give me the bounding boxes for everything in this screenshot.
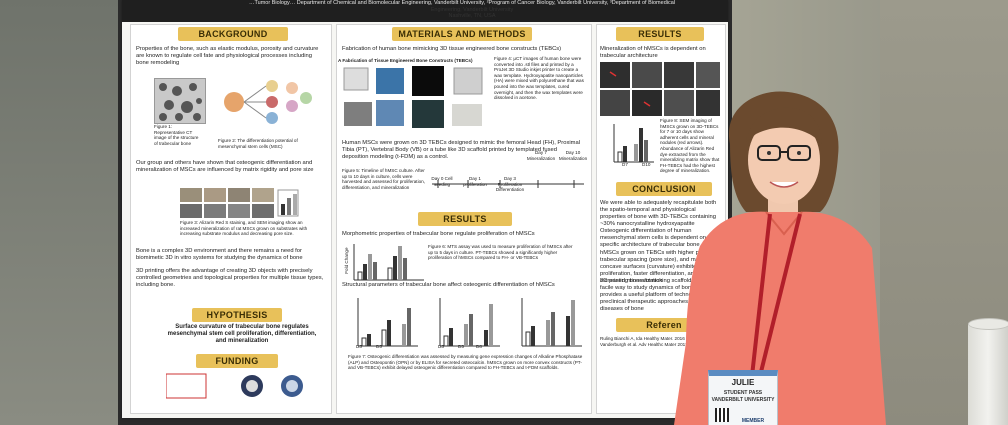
- conclusion-bullet-4: 3D printing bone mimicking scaffolds off…: [600, 278, 716, 312]
- proliferation-ylabel: Fold Change: [344, 247, 350, 274]
- heading-background: BACKGROUND: [178, 27, 288, 41]
- figure-5-caption: Figure 5: Timeline of hMSC culture. Afte…: [342, 168, 425, 190]
- name-badge: JULIE STUDENT PASS VANDERBILT UNIVERSITY…: [708, 370, 778, 425]
- msc-differentiation-diagram: [224, 80, 312, 124]
- methods-bullet-1: Fabrication of human bone mimicking 3D t…: [342, 46, 562, 52]
- background-bullet-1: Properties of the bone, such as elastic …: [136, 46, 319, 66]
- poster-tube: [968, 322, 1008, 425]
- timeline-day-7: Day 7 Mineralization: [526, 150, 556, 161]
- heading-funding: FUNDING: [196, 354, 278, 368]
- figure-7-caption: Figure 7: Osteogenic differentiation was…: [348, 354, 583, 371]
- conclusion-bullet-1: We were able to adequately recapitulate …: [600, 200, 717, 227]
- xtick-d3-a: D3: [356, 344, 362, 349]
- figure-3-caption: Figure 3: Alizarin Red S staining, and S…: [180, 220, 308, 237]
- poster-tube-top: [968, 318, 1008, 330]
- poster: …Tumor Biology… Department of Chemical a…: [122, 0, 728, 418]
- funding-logos: [166, 373, 303, 399]
- background-bullet-3: Bone is a complex 3D environment and the…: [136, 248, 303, 261]
- xtick-d3-b: D3: [438, 344, 444, 349]
- alizarin-xtick-d7: D7: [622, 162, 628, 167]
- tebc-fabrication-figure: [343, 66, 483, 128]
- references-text: Ruling Bianchi A, Ida Healthy Mater. 201…: [600, 336, 704, 347]
- heading-results-right: RESULTS: [616, 27, 704, 41]
- heading-conclusion: CONCLUSION: [616, 182, 712, 196]
- wall-left: [0, 0, 120, 425]
- xtick-d5-a: D5: [376, 344, 382, 349]
- results-bullet-1: Morphometric properties of trabecular bo…: [342, 231, 535, 237]
- bone-ct-image: [154, 78, 206, 124]
- affiliation-line-1: Engineering, Vanderbilt University: [430, 7, 514, 13]
- figure-a-title: A Fabrication of Tissue Engineered Bone …: [338, 58, 473, 63]
- background-bullet-4: 3D printing offers the advantage of crea…: [136, 268, 324, 288]
- background-bullet-2: Our group and others have shown that ost…: [136, 160, 314, 173]
- badge-line-3: VANDERBILT UNIVERSITY: [711, 397, 775, 403]
- figure-4-caption: Figure 4: μCT images of human bone were …: [494, 56, 584, 101]
- presenter-person: [674, 91, 886, 425]
- badge-name: JULIE: [731, 378, 755, 387]
- poster-title-bar: …Tumor Biology… Department of Chemical a…: [122, 0, 728, 22]
- differentiation-charts: [357, 298, 582, 347]
- figure-2-caption: Figure 2: The differentiation potential …: [218, 138, 298, 149]
- results-right-bullet-1: Mineralization of hMSCs is dependent on …: [600, 46, 706, 59]
- alizarin-chart: [613, 124, 654, 163]
- badge-qr-code: [715, 408, 729, 422]
- timeline-day-3: Day 3 Proliferation Differentiation: [495, 176, 525, 193]
- alizarin-xtick-d10: D10: [642, 162, 651, 167]
- culture-timeline: [432, 180, 584, 188]
- poster-authors: …Tumor Biology… Department of Chemical a…: [248, 0, 676, 6]
- timeline-day-10: Day 10 Mineralization: [558, 150, 588, 161]
- results-bullet-2: Structural parameters of trabecular bone…: [342, 282, 555, 288]
- figure-1-caption: Figure 1: Representative CT image of the…: [154, 124, 199, 146]
- heading-methods: MATERIALS AND METHODS: [392, 27, 532, 41]
- proliferation-chart: [353, 244, 424, 281]
- timeline-day-1: Day 1 proliferation: [462, 176, 487, 187]
- alizarin-sem-images: [180, 188, 299, 218]
- conclusion-bullet-3: hMSCs grown on TEBCs with higher percent…: [600, 250, 718, 284]
- badge-footer: MEMBER: [741, 418, 765, 424]
- badge-line-2: STUDENT PASS: [723, 390, 763, 396]
- figure-6-caption: Figure 6: MTS assay was used to measure …: [428, 244, 573, 261]
- hypothesis-text: Surface curvature of trabecular bone reg…: [167, 324, 317, 344]
- xtick-d8-b: D8: [476, 344, 482, 349]
- figure-8-caption: Figure 8: SEM imaging of hMSCs grown on …: [660, 118, 720, 174]
- conclusion-bullet-2: Osteogenic differentiation of human mese…: [600, 228, 717, 248]
- affiliation-line-2: Nashville, TN, USA: [448, 13, 496, 19]
- sem-mineral-images: [600, 62, 720, 116]
- heading-hypothesis: HYPOTHESIS: [192, 308, 282, 322]
- heading-results-middle: RESULTS: [418, 212, 512, 226]
- timeline-day-0: Day 0 Cell seeding: [431, 176, 453, 187]
- xtick-d5-b: D5: [458, 344, 464, 349]
- methods-bullet-2: Human MSCs were grown on 3D TEBCs design…: [342, 140, 580, 160]
